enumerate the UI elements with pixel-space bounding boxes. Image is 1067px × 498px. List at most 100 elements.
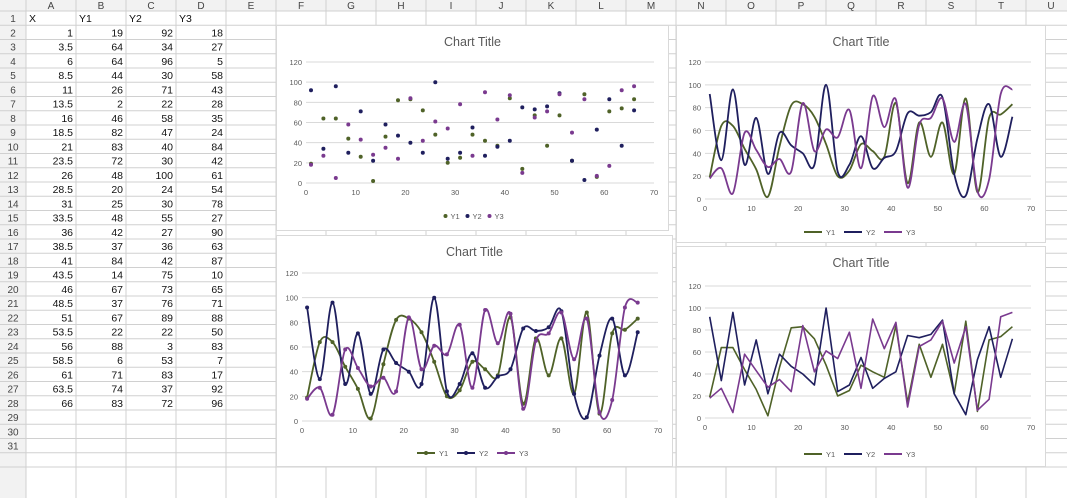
data-point-y2[interactable] xyxy=(343,382,348,386)
cell[interactable]: 11 xyxy=(62,84,73,96)
data-point-y2[interactable] xyxy=(396,133,400,138)
legend-item-y2[interactable]: Y2 xyxy=(457,449,488,458)
cell[interactable]: 30 xyxy=(161,156,173,168)
cell[interactable]: 34 xyxy=(161,42,173,54)
cell[interactable]: 6 xyxy=(67,56,73,68)
data-point-y3[interactable] xyxy=(432,343,437,348)
data-point-y1[interactable] xyxy=(622,327,627,332)
cell[interactable]: 83 xyxy=(211,341,223,353)
data-point-y1[interactable] xyxy=(557,113,562,118)
row-header[interactable]: 11 xyxy=(8,157,19,168)
cell[interactable]: 55 xyxy=(161,213,173,225)
cell[interactable]: 54 xyxy=(211,184,223,196)
cell[interactable]: 24 xyxy=(161,184,173,196)
cell[interactable]: 46 xyxy=(111,113,123,125)
column-header-s[interactable]: S xyxy=(948,1,955,12)
row-header[interactable]: 9 xyxy=(10,128,16,139)
cell[interactable]: 3.5 xyxy=(58,42,73,54)
data-point-y3[interactable] xyxy=(333,176,338,180)
data-point-y3[interactable] xyxy=(507,93,512,98)
cell[interactable]: 92 xyxy=(161,27,173,39)
data-point-y1[interactable] xyxy=(470,132,475,137)
cell[interactable]: 30 xyxy=(161,198,173,210)
cell[interactable]: 63.5 xyxy=(53,384,74,396)
data-point-y1[interactable] xyxy=(483,367,488,372)
data-point-y1[interactable] xyxy=(394,317,399,322)
cell[interactable]: 1 xyxy=(67,27,73,39)
cell[interactable]: 83 xyxy=(111,141,123,153)
column-header-m[interactable]: M xyxy=(647,1,655,12)
legend[interactable]: Y1 Y2 Y3 xyxy=(443,212,504,221)
data-point-y3[interactable] xyxy=(381,375,386,380)
data-point-y2[interactable] xyxy=(508,367,513,372)
legend-item-y2[interactable]: Y2 xyxy=(844,450,875,459)
cell[interactable]: 37 xyxy=(111,241,123,253)
cell[interactable]: 100 xyxy=(155,170,173,182)
row-header[interactable]: 5 xyxy=(10,71,16,82)
cell[interactable]: 21 xyxy=(61,141,73,153)
data-point-y1[interactable] xyxy=(420,108,425,113)
column-header-j[interactable]: J xyxy=(499,1,504,12)
cell[interactable]: 71 xyxy=(161,84,173,96)
cell[interactable]: 67 xyxy=(111,284,123,296)
cell[interactable]: 76 xyxy=(161,298,173,310)
cell[interactable]: 48 xyxy=(111,213,123,225)
legend-item-y2[interactable]: Y2 xyxy=(465,212,482,221)
data-point-y3[interactable] xyxy=(433,119,438,124)
data-point-y1[interactable] xyxy=(368,416,373,421)
column-header-t[interactable]: T xyxy=(998,1,1004,12)
cell[interactable]: 88 xyxy=(211,312,223,324)
column-header-i[interactable]: I xyxy=(450,1,453,12)
cell[interactable]: 82 xyxy=(111,127,123,139)
data-point-y2[interactable] xyxy=(406,369,411,374)
cell[interactable]: 24 xyxy=(211,127,223,139)
data-point-y1[interactable] xyxy=(607,109,612,114)
cell[interactable]: 47 xyxy=(161,127,173,139)
row-header[interactable]: 25 xyxy=(7,356,19,367)
row-header[interactable]: 4 xyxy=(10,57,16,68)
cell[interactable]: 87 xyxy=(211,255,223,267)
data-point-y3[interactable] xyxy=(597,410,602,415)
chart-title[interactable]: Chart Title xyxy=(833,256,890,270)
data-point-y1[interactable] xyxy=(632,97,637,102)
cell[interactable]: 18 xyxy=(211,27,223,39)
cell[interactable]: 71 xyxy=(111,369,123,381)
column-header-a[interactable]: A xyxy=(48,1,55,12)
chart-title[interactable]: Chart Title xyxy=(446,245,503,259)
cell[interactable]: 88 xyxy=(111,341,123,353)
row-header[interactable]: 15 xyxy=(7,214,19,225)
cell[interactable]: 28.5 xyxy=(53,184,74,196)
cell[interactable]: 72 xyxy=(111,156,123,168)
cell[interactable]: 78 xyxy=(211,198,223,210)
data-point-y1[interactable] xyxy=(635,316,640,321)
data-point-y2[interactable] xyxy=(333,84,338,89)
data-point-y3[interactable] xyxy=(557,92,562,97)
cell-header[interactable]: Y1 xyxy=(79,13,92,25)
cell[interactable]: 65 xyxy=(211,284,223,296)
cell[interactable]: 43 xyxy=(211,84,223,96)
straight-line-chart[interactable]: Chart Title 0 20 40 60 80 100 120 0 10 20 30 40 50 60 7… xyxy=(676,246,1046,467)
cell[interactable]: 83 xyxy=(161,369,173,381)
data-point-y1[interactable] xyxy=(321,116,326,121)
cell[interactable]: 25 xyxy=(111,198,123,210)
legend-item-y1[interactable]: Y1 xyxy=(417,449,448,458)
data-point-y2[interactable] xyxy=(371,158,376,163)
data-point-y3[interactable] xyxy=(383,145,388,150)
cell[interactable]: 64 xyxy=(111,42,123,54)
data-point-y3[interactable] xyxy=(305,396,310,401)
data-point-y3[interactable] xyxy=(457,322,462,327)
cell[interactable]: 5 xyxy=(217,56,223,68)
data-point-y1[interactable] xyxy=(582,92,587,97)
data-point-y2[interactable] xyxy=(394,361,399,365)
row-header[interactable]: 13 xyxy=(7,185,19,196)
data-point-y2[interactable] xyxy=(521,326,526,331)
data-point-y3[interactable] xyxy=(495,117,500,122)
cell[interactable]: 72 xyxy=(161,398,173,410)
row-header[interactable]: 19 xyxy=(7,271,19,282)
row-header[interactable]: 22 xyxy=(7,313,19,324)
cell[interactable]: 35 xyxy=(211,113,223,125)
data-point-y1[interactable] xyxy=(619,106,624,111)
data-point-y3[interactable] xyxy=(343,347,348,352)
smooth-line-marker-chart[interactable]: Chart Title 0 20 40 60 80 100 120 0 10 20 30 40 50 60 7… xyxy=(276,235,673,467)
data-point-y2[interactable] xyxy=(444,389,449,394)
